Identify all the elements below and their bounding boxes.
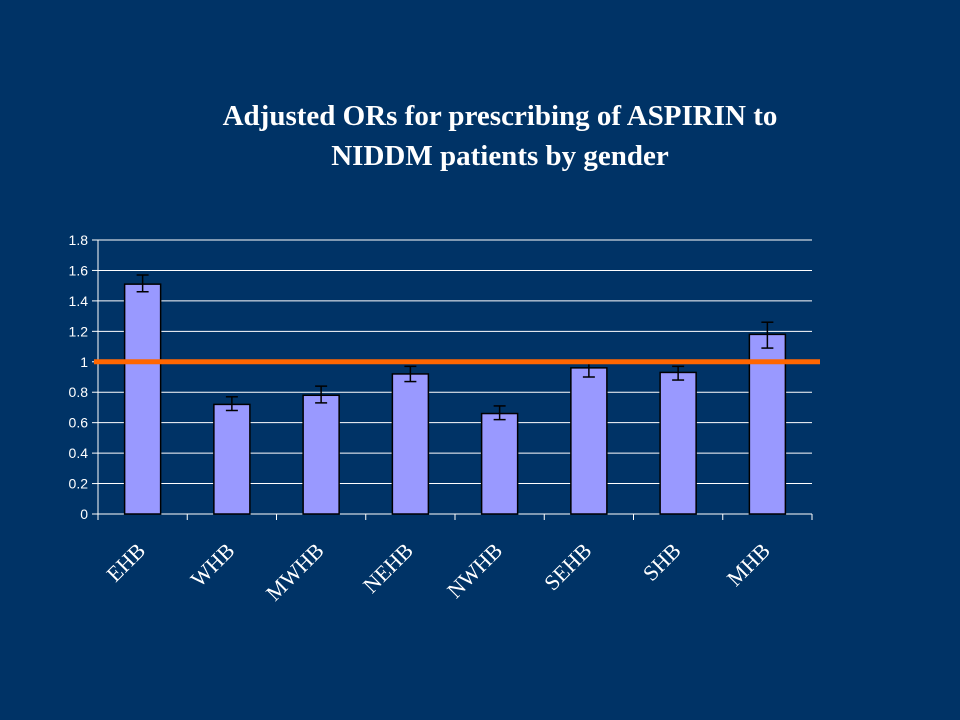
y-tick-label-9: 1.8 bbox=[69, 232, 89, 248]
y-tick-label-0: 0 bbox=[80, 506, 88, 522]
chart-title-line-2: NIDDM patients by gender bbox=[331, 140, 669, 172]
chart-title-line-1: Adjusted ORs for prescribing of ASPIRIN … bbox=[222, 100, 778, 132]
bar-shb bbox=[659, 371, 697, 515]
bar-ehb bbox=[123, 283, 162, 515]
chart-title: Adjusted ORs for prescribing of ASPIRIN … bbox=[0, 96, 960, 176]
x-label-mwhb: MWHB bbox=[261, 538, 329, 606]
bar-mwhb bbox=[302, 394, 340, 515]
y-tick-label-6: 1.2 bbox=[69, 323, 89, 339]
bar-nehb bbox=[391, 373, 430, 515]
bar-sehb bbox=[570, 367, 608, 515]
x-label-sehb: SEHB bbox=[539, 538, 596, 595]
y-tick-label-4: 0.8 bbox=[69, 384, 89, 400]
x-label-mhb: MHB bbox=[722, 538, 775, 591]
x-label-whb: WHB bbox=[185, 538, 239, 592]
x-label-nehb: NEHB bbox=[358, 538, 418, 598]
y-tick-label-7: 1.4 bbox=[69, 293, 89, 309]
bar-nwhb bbox=[480, 412, 519, 515]
y-tick-label-5: 1 bbox=[80, 354, 88, 370]
y-tick-label-3: 0.6 bbox=[69, 415, 89, 431]
bar-mhb bbox=[748, 333, 787, 515]
y-tick-label-8: 1.6 bbox=[69, 262, 89, 278]
x-label-shb: SHB bbox=[638, 538, 686, 586]
x-label-nwhb: NWHB bbox=[442, 538, 507, 603]
y-tick-label-1: 0.2 bbox=[69, 476, 89, 492]
y-tick-label-2: 0.4 bbox=[69, 445, 89, 461]
bar-whb bbox=[213, 403, 251, 515]
x-label-ehb: EHB bbox=[101, 538, 150, 587]
